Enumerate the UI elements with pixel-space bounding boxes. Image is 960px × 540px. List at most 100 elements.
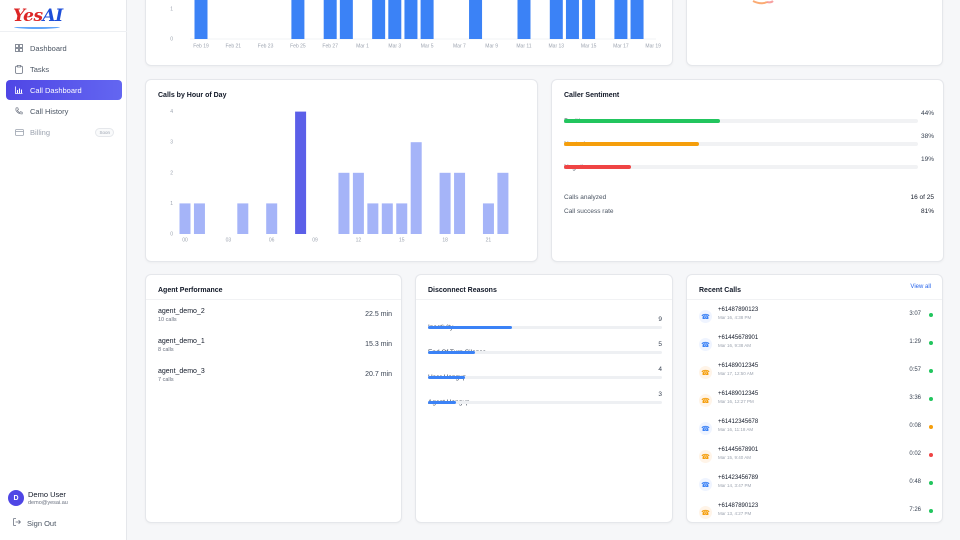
day-bar: [469, 0, 483, 39]
day-bar: [339, 0, 353, 39]
disconnect-row: User Hangup 4: [428, 366, 662, 384]
y-tick-label: 2: [170, 170, 173, 176]
hour-bar: [454, 172, 466, 234]
call-status-dot: [929, 425, 933, 429]
call-timestamp: Mar 13, 4:27 PM: [718, 511, 752, 516]
x-tick-label: Mar 1: [356, 44, 369, 50]
call-success-label: Call success rate: [564, 208, 614, 215]
disconnect-count: 9: [658, 316, 662, 323]
card-title: Agent Performance: [158, 287, 223, 294]
view-all-link[interactable]: View all: [910, 284, 931, 290]
call-duration: 1:29: [909, 339, 921, 345]
day-bar: [388, 0, 402, 39]
grid-icon: [14, 43, 24, 53]
call-duration: 7:26: [909, 507, 921, 513]
y-tick-label: 3: [170, 140, 173, 146]
caller-number: +61423456789: [718, 475, 759, 481]
y-tick-label: 1: [170, 7, 173, 13]
brand-logo[interactable]: YesAI: [13, 6, 63, 26]
recent-call-row[interactable]: ☎ +61445678901 Mar 15, 9:40 AM 0:02: [699, 446, 933, 472]
hour-bar: [381, 203, 393, 234]
agent-name: agent_demo_2: [158, 308, 205, 315]
y-tick-label: 0: [170, 37, 173, 43]
call-duration: 3:07: [909, 311, 921, 317]
clipboard-icon: [14, 64, 24, 74]
caller-number: +61445678901: [718, 447, 759, 453]
brand-logo-part1: Yes: [13, 6, 43, 26]
logo-swoosh: [14, 25, 60, 29]
agent-avg-time: 20.7 min: [365, 371, 392, 378]
agent-avg-time: 22.5 min: [365, 311, 392, 318]
call-duration: 0:08: [909, 423, 921, 429]
sidebar-item-tasks[interactable]: Tasks: [6, 59, 122, 79]
call-duration: 0:02: [909, 451, 921, 457]
sidebar: YesAI Dashboard Tasks Call Dashboard: [0, 0, 127, 540]
day-bar: [517, 0, 531, 39]
caller-number: +61487890123: [718, 307, 759, 313]
sidebar-item-dashboard[interactable]: Dashboard: [6, 38, 122, 58]
x-tick-label: 18: [442, 238, 448, 244]
phone-icon: [14, 106, 24, 116]
sign-out-label: Sign Out: [27, 518, 57, 528]
disconnect-count: 4: [658, 366, 662, 373]
sentiment-row-neutral: Neutral 38%: [564, 133, 934, 151]
agent-row[interactable]: agent_demo_1 8 calls 15.3 min: [158, 338, 392, 353]
sentiment-bar-track: [564, 142, 918, 146]
recent-call-row[interactable]: ☎ +61487890123 Mar 13, 4:27 PM 7:26: [699, 502, 933, 528]
recent-call-row[interactable]: ☎ +61487890123 Mar 16, 4:38 PM 3:07: [699, 306, 933, 332]
call-success-row: Call success rate 81%: [564, 208, 934, 215]
disconnect-bar-fill: [428, 401, 457, 404]
call-timestamp: Mar 16, 4:38 PM: [718, 315, 752, 320]
sidebar-item-billing: Billing Soon: [6, 122, 122, 142]
call-status-dot: [929, 481, 933, 485]
day-bar: [323, 0, 337, 39]
disconnect-row: Agent Hangup 3: [428, 391, 662, 409]
sentiment-percent: 19%: [920, 156, 934, 163]
x-tick-label: Feb 27: [322, 44, 338, 50]
agent-performance-card: Agent Performance agent_demo_2 10 calls …: [145, 274, 402, 523]
recent-call-row[interactable]: ☎ +61489012345 Mar 16, 12:27 PM 3:36: [699, 390, 933, 416]
call-success-value: 81%: [920, 208, 934, 215]
recent-call-row[interactable]: ☎ +61445678901 Mar 16, 9:38 AM 1:29: [699, 334, 933, 360]
recent-call-row[interactable]: ☎ +61423456789 Mar 14, 3:47 PM 0:48: [699, 474, 933, 500]
incoming-call-icon: ☎: [699, 310, 712, 323]
calls-analyzed-value: 16 of 25: [910, 194, 935, 201]
call-duration: 3:36: [909, 395, 921, 401]
call-timestamp: Mar 15, 9:40 AM: [718, 455, 752, 460]
card-divider: [416, 299, 672, 300]
recent-call-row[interactable]: ☎ +61489012345 Mar 17, 12:50 AM 0:57: [699, 362, 933, 388]
sentiment-bar-fill: [564, 119, 720, 123]
user-email: demo@yesai.au: [28, 500, 68, 506]
sentiment-percent: 44%: [920, 110, 934, 117]
x-tick-label: Mar 3: [388, 44, 401, 50]
day-bar: [565, 0, 579, 39]
x-tick-label: Mar 5: [421, 44, 434, 50]
outgoing-call-icon: ☎: [699, 394, 712, 407]
x-tick-label: Feb 19: [193, 44, 209, 50]
sentiment-bar-track: [564, 165, 918, 169]
agent-row[interactable]: agent_demo_3 7 calls 20.7 min: [158, 368, 392, 383]
disconnect-bar-track: [428, 326, 662, 329]
sentiment-bar-fill: [564, 165, 632, 169]
card-title: Disconnect Reasons: [428, 287, 497, 294]
sign-out-icon: [13, 518, 21, 528]
day-bar: [582, 0, 596, 39]
card-title: Calls by Hour of Day: [158, 92, 227, 99]
x-tick-label: Mar 19: [645, 44, 661, 50]
disconnect-row: Inactivity 9: [428, 316, 662, 334]
calls-by-hour-card: Calls by Hour of Day 0 1 2 3 4 00 03 06 09 12 15 18…: [145, 79, 538, 262]
recent-call-row[interactable]: ☎ +61412345678 Mar 16, 11:18 AM 0:08: [699, 418, 933, 444]
sidebar-item-call-dashboard[interactable]: Call Dashboard: [6, 80, 122, 100]
call-status-dot: [929, 397, 933, 401]
sidebar-item-call-history[interactable]: Call History: [6, 101, 122, 121]
caller-sentiment-card: Caller Sentiment Positive 44% Neutral 38…: [551, 79, 944, 262]
agent-row[interactable]: agent_demo_2 10 calls 22.5 min: [158, 308, 392, 323]
recent-calls-card: Recent Calls View all ☎ +61487890123 Mar 1…: [686, 274, 943, 523]
x-tick-label: 06: [269, 238, 275, 244]
x-tick-label: 15: [399, 238, 405, 244]
x-tick-label: 21: [486, 238, 492, 244]
sign-out-button[interactable]: Sign Out: [13, 518, 56, 528]
day-bar: [630, 0, 644, 39]
user-profile[interactable]: D Demo User demo@yesai.au: [8, 490, 68, 506]
calls-analyzed-label: Calls analyzed: [564, 194, 607, 201]
